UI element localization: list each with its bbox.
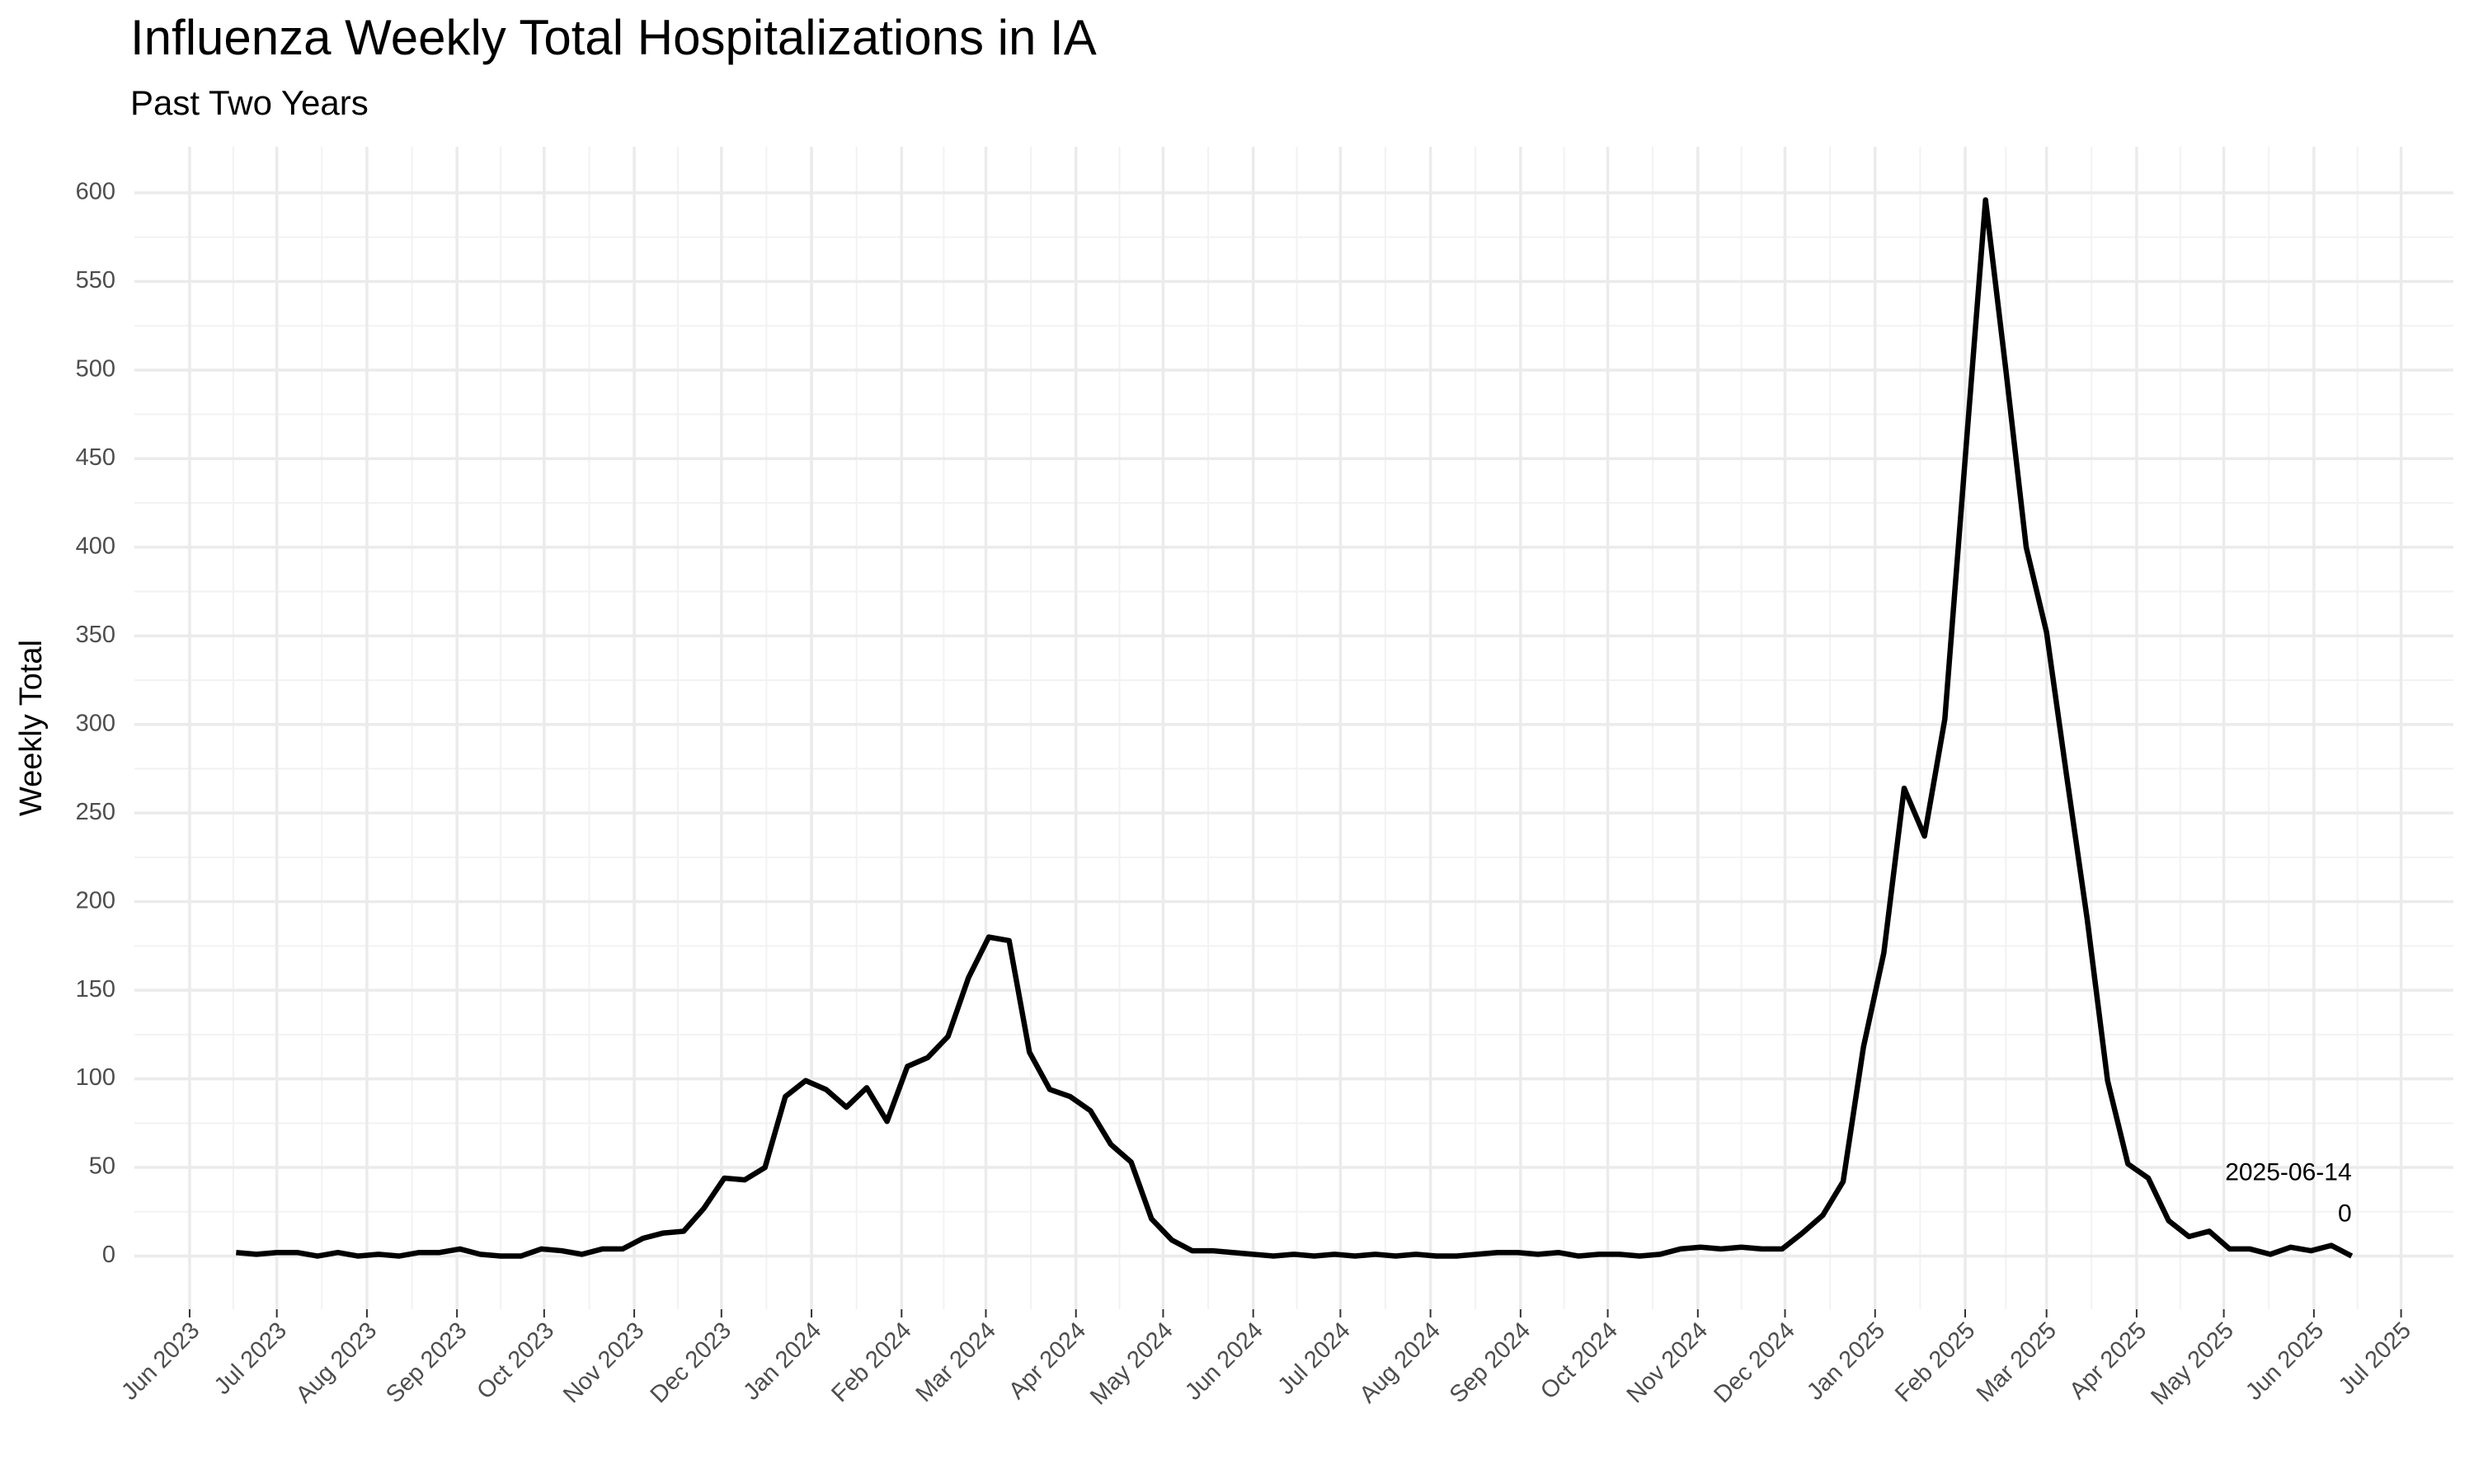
y-tick-label: 150 <box>76 976 115 1003</box>
chart-title: Influenza Weekly Total Hospitalizations … <box>130 10 1097 65</box>
y-tick-label: 300 <box>76 710 115 736</box>
y-tick-label: 250 <box>76 799 115 825</box>
y-tick-label: 600 <box>76 179 115 205</box>
chart-subtitle: Past Two Years <box>130 83 369 122</box>
y-tick-label: 100 <box>76 1064 115 1091</box>
annotation-date: 2025-06-14 <box>2225 1158 2351 1186</box>
y-axis-title: Weekly Total <box>14 640 49 816</box>
y-tick-label: 200 <box>76 887 115 913</box>
y-tick-label: 350 <box>76 622 115 648</box>
y-tick-label: 500 <box>76 355 115 382</box>
line <box>236 197 2354 1259</box>
y-tick-label: 400 <box>76 533 115 559</box>
y-tick-label: 50 <box>89 1153 115 1180</box>
plot: 2025-06-14 0 <box>236 197 2354 1259</box>
y-tick-label: 0 <box>102 1242 115 1268</box>
y-tick-label: 550 <box>76 267 115 294</box>
y-tick-label: 450 <box>76 444 115 471</box>
annotation-value: 0 <box>2338 1200 2352 1227</box>
